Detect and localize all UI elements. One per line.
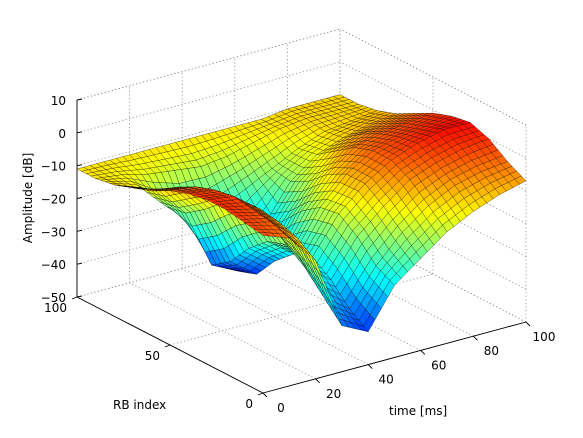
surface-patch [257, 231, 271, 237]
box-edge [339, 28, 527, 126]
y-tick-mark [257, 392, 264, 396]
z-tick-mark [76, 295, 83, 298]
x-tick-label: 40 [379, 373, 394, 387]
x-tick-mark [420, 350, 426, 355]
x-axis-label: time [ms] [389, 404, 447, 418]
z-tick-mark [76, 262, 83, 265]
axes [71, 98, 531, 398]
x-tick-mark [367, 364, 373, 369]
z-tick-label: −20 [41, 193, 66, 207]
z-tick-mark [76, 131, 83, 134]
x-tick-label: 0 [277, 401, 285, 415]
z-tick-label: 0 [58, 127, 66, 141]
grid-line [339, 61, 527, 159]
z-tick-mark [76, 164, 83, 167]
y-tick-label: 0 [245, 397, 253, 411]
x-tick-mark [525, 321, 531, 327]
z-tick-mark [76, 229, 83, 232]
x-tick-label: 100 [533, 330, 556, 344]
z-tick-label: 10 [51, 94, 66, 108]
x-tick-mark [473, 335, 478, 341]
x-axis-line [262, 321, 527, 394]
y-axis-label: RB index [113, 398, 166, 412]
x-tick-label: 60 [431, 358, 446, 372]
z-tick-label: −50 [41, 291, 66, 305]
x-tick-mark [262, 392, 268, 398]
z-tick-label: −10 [41, 160, 66, 174]
x-tick-label: 80 [484, 344, 499, 358]
y-tick-label: 100 [44, 301, 67, 315]
z-tick-mark [76, 197, 83, 199]
z-tick-mark [76, 98, 83, 101]
z-tick-label: −30 [41, 225, 66, 239]
y-tick-label: 50 [145, 349, 160, 363]
z-tick-label: −40 [41, 258, 66, 272]
surface-mesh [76, 94, 527, 333]
box-edge [76, 28, 341, 101]
x-tick-mark [315, 378, 320, 384]
y-tick-mark [71, 296, 78, 300]
z-axis-label: Amplitude [dB] [21, 153, 35, 244]
grid-line [76, 61, 341, 134]
y-tick-mark [164, 344, 171, 348]
x-tick-label: 20 [326, 387, 341, 401]
